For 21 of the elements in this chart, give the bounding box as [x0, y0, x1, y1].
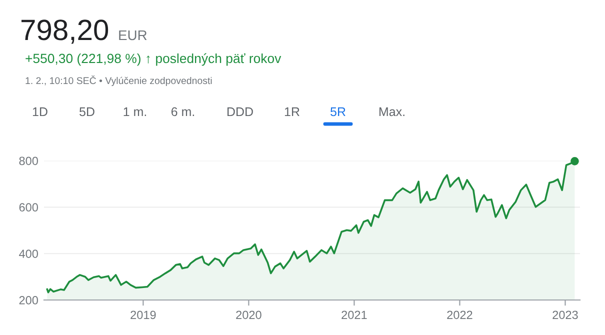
text: 5D: [80, 107, 94, 116]
text: 1D: [32, 107, 48, 116]
text: Max.: [379, 107, 404, 116]
text: 6 m.: [171, 107, 194, 116]
x-tick-label: 2022: [447, 310, 472, 320]
x-tick-label: 2019: [130, 310, 156, 320]
chart-title: 798,20: [21, 20, 108, 44]
text: +550,30 (221,98 %) ↑ posledných päť rokov: [26, 53, 282, 66]
x-tick-label: 2023: [552, 310, 578, 320]
y-tick-label: 800: [19, 156, 38, 166]
text: 5R: [330, 107, 346, 116]
x-tick-label: 2021: [342, 310, 367, 320]
text: DDD: [227, 107, 253, 116]
x-tick-label: 2020: [236, 310, 262, 320]
y-tick-label: 600: [19, 203, 38, 212]
text: 1R: [284, 107, 300, 116]
text: 1 m.: [124, 107, 146, 116]
y-tick-label: 400: [19, 250, 38, 258]
text: EUR: [119, 30, 147, 40]
text: 1. 2., 10:10 SEČ • Vylúčenie zodpovednosti: [26, 76, 212, 86]
y-tick-label: 200: [19, 296, 38, 304]
